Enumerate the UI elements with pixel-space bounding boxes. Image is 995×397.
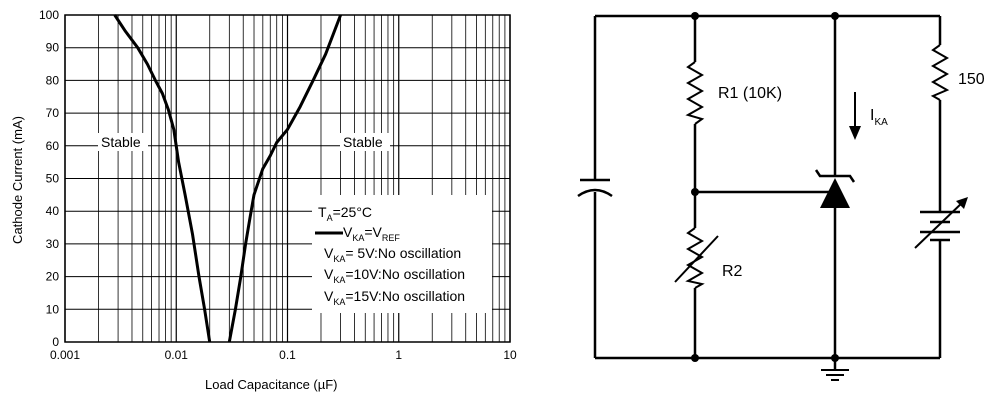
- y-tick-label: 100: [39, 8, 59, 22]
- label-ika: IKA: [870, 107, 888, 128]
- legend-row-15v: VKA=15V:No oscillation: [324, 288, 465, 307]
- junction-dot: [691, 188, 699, 196]
- resistor-r1: [685, 61, 705, 125]
- capacitor-plate-bottom: [577, 188, 613, 198]
- junction-dot: [831, 354, 839, 362]
- schematic: [577, 12, 968, 381]
- series-line-1: [113, 14, 212, 343]
- y-tick-label: 30: [46, 237, 60, 251]
- stable-left-bg: [98, 133, 148, 151]
- battery-variable-arrow: [914, 199, 966, 249]
- battery-arrow-head: [956, 197, 968, 209]
- legend-vka-vref: VKA=VREF: [343, 224, 400, 243]
- junction-dot: [831, 12, 839, 20]
- region-label-right: Stable: [343, 134, 383, 150]
- zener-diode-triangle: [820, 178, 850, 208]
- junction-dots: [691, 12, 839, 362]
- junction-dot: [691, 354, 699, 362]
- resistor-150: [930, 44, 950, 101]
- y-tick-label: 40: [46, 204, 60, 218]
- x-tick-label: 1: [395, 348, 402, 362]
- label-r150: 150: [958, 71, 985, 88]
- y-tick-label: 60: [46, 139, 60, 153]
- y-tick-label: 70: [46, 106, 60, 120]
- current-arrow-head: [849, 126, 861, 140]
- junction-dot: [691, 12, 699, 20]
- y-tick-label: 80: [46, 73, 60, 87]
- label-r2: R2: [722, 263, 743, 280]
- region-label-left: Stable: [101, 134, 141, 150]
- y-tick-label: 20: [46, 270, 60, 284]
- stable-right-bg: [340, 133, 390, 151]
- x-tick-label: 0.1: [279, 348, 296, 362]
- x-tick-label: 0.001: [50, 348, 80, 362]
- legend-row-5v: VKA= 5V:No oscillation: [324, 245, 461, 264]
- y-tick-label: 50: [46, 172, 60, 186]
- label-r1: R1 (10K): [718, 85, 782, 102]
- x-axis-label: Load Capacitance (µF): [205, 377, 338, 392]
- legend-ta: TA=25°C: [318, 204, 372, 223]
- x-tick-label: 10: [503, 348, 517, 362]
- series-layer: [113, 14, 343, 343]
- y-tick-label: 90: [46, 41, 60, 55]
- resistor-r2: [685, 227, 705, 289]
- y-tick-label: 10: [46, 302, 60, 316]
- x-tick-label: 0.01: [165, 348, 189, 362]
- legend-row-10v: VKA=10V:No oscillation: [324, 266, 465, 285]
- legend-bg: [312, 195, 492, 313]
- r2-variable-arrow: [674, 235, 719, 283]
- plot-frame: [64, 14, 511, 343]
- series-line-2: [227, 14, 343, 343]
- zener-cathode-bar: [814, 169, 856, 183]
- y-tick-label: 0: [52, 335, 59, 349]
- legend: TA=25°C VKA=VREF VKA= 5V:No oscillation …: [312, 195, 492, 313]
- y-axis-label: Cathode Current (mA): [10, 116, 25, 244]
